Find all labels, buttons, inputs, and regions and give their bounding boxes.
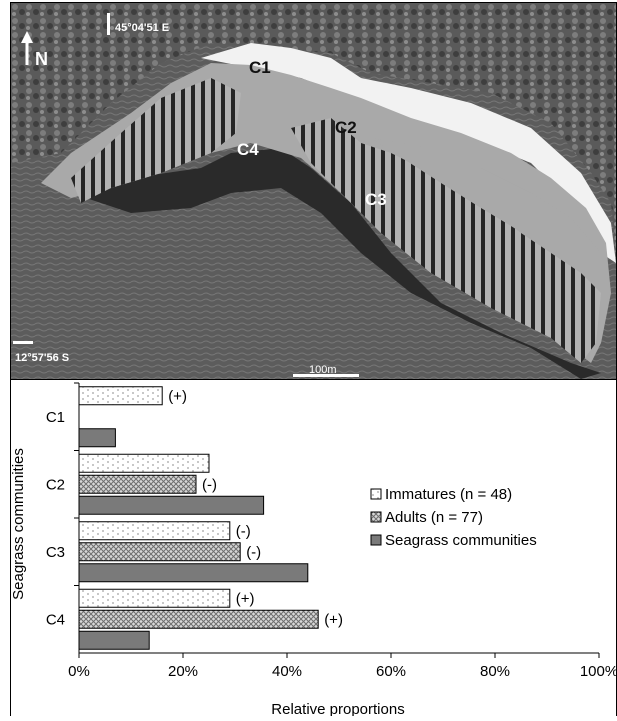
- bar-annotation: (-): [202, 476, 217, 493]
- bar-seagrass-c2: [78, 495, 265, 515]
- bar-annotation: (-): [236, 523, 251, 540]
- map-label-c4: C4: [237, 140, 259, 159]
- map-label-c2: C2: [335, 118, 357, 137]
- y-tick-label: C3: [46, 544, 65, 561]
- zone-c3-area: [291, 118, 601, 363]
- aerial-map: 45°04'51 E 12°57'56 S N C1 C2 C3 C4 100m: [10, 2, 617, 380]
- north-label: N: [35, 49, 48, 69]
- zone-c4-area: [71, 148, 601, 379]
- bar-adults-c2: [78, 474, 197, 494]
- bar-immatures-c2: [78, 453, 210, 473]
- scale-bar: [293, 374, 359, 377]
- y-tick-label: C4: [46, 611, 65, 628]
- zone-striped-west: [71, 78, 241, 203]
- bar-immatures-c1: [78, 386, 163, 406]
- north-arrow-icon: [21, 31, 33, 65]
- bar-immatures-c3: [78, 521, 231, 541]
- map-label-c3: C3: [365, 190, 387, 209]
- legend-label-immatures: Immatures (n = 48): [385, 486, 512, 503]
- legend-item-seagrass: Seagrass communities: [370, 532, 537, 549]
- bar-annotation: (+): [324, 611, 343, 628]
- bar-seagrass-c4: [78, 630, 150, 650]
- x-tick-label: 100%: [580, 663, 616, 680]
- zone-gray-inner: [371, 138, 601, 283]
- bar-seagrass-c1: [78, 428, 116, 448]
- chart-panel: Seagrass communities Relative proportion…: [10, 379, 617, 718]
- x-axis-title: Relative proportions: [271, 701, 404, 716]
- legend-swatch-adults: [370, 511, 382, 523]
- legend-swatch-seagrass: [370, 534, 382, 546]
- bar-annotation: (+): [168, 388, 187, 405]
- bar-immatures-c4: [78, 588, 231, 608]
- y-tick-label: C1: [46, 409, 65, 426]
- map-label-c1: C1: [249, 58, 271, 77]
- legend: Immatures (n = 48) Adults (n = 77) Seagr…: [370, 486, 537, 549]
- x-tick-label: 0%: [68, 663, 90, 680]
- coord-south: 12°57'56 S: [15, 352, 69, 364]
- south-marker: [13, 341, 33, 344]
- bar-chart: Seagrass communities Relative proportion…: [10, 382, 617, 718]
- plot-area: 0% 20% 40% 60% 80% 100% C1 (+) C2 (-) C3 (-) (-) C4 (+…: [46, 382, 617, 680]
- legend-item-immatures: Immatures (n = 48): [370, 486, 512, 503]
- bar-adults-c4: [78, 609, 319, 629]
- land-vegetation: [11, 3, 616, 253]
- x-tick-label: 40%: [272, 663, 302, 680]
- bar-annotation: (+): [236, 590, 255, 607]
- x-tick-label: 60%: [376, 663, 406, 680]
- x-tick-label: 80%: [480, 663, 510, 680]
- map-svg: 45°04'51 E 12°57'56 S N C1 C2 C3 C4 100m: [11, 3, 616, 379]
- legend-label-adults: Adults (n = 77): [385, 509, 483, 526]
- y-axis-title: Seagrass communities: [11, 448, 27, 600]
- legend-swatch-immatures: [370, 488, 382, 500]
- bar-seagrass-c3: [78, 563, 309, 583]
- scale-label: 100m: [309, 364, 337, 376]
- x-tick-label: 20%: [168, 663, 198, 680]
- coord-east: 45°04'51 E: [115, 22, 169, 34]
- east-marker: [107, 13, 110, 35]
- bar-annotation: (-): [246, 544, 261, 561]
- legend-label-seagrass: Seagrass communities: [385, 532, 537, 549]
- legend-item-adults: Adults (n = 77): [370, 509, 483, 526]
- bar-adults-c3: [78, 542, 241, 562]
- y-tick-label: C2: [46, 476, 65, 493]
